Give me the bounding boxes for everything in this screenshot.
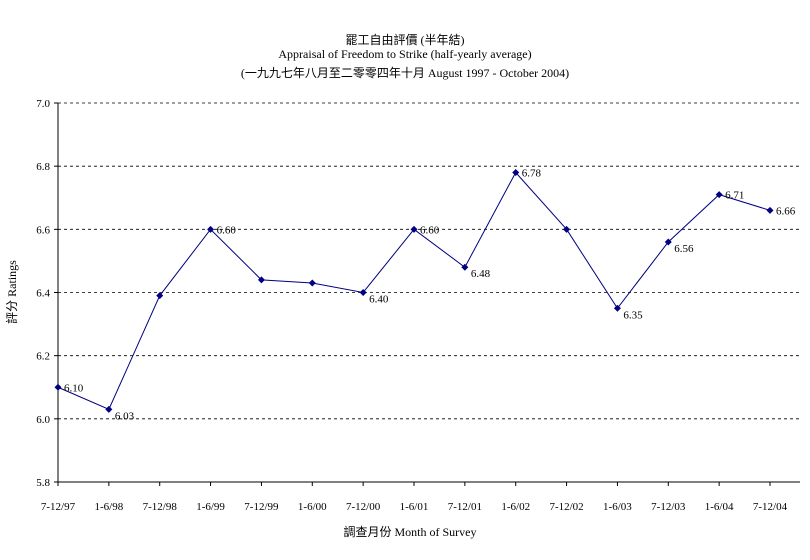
x-tick-label: 7-12/00 [346,501,381,513]
y-tick-label: 5.8 [36,477,50,489]
data-point [54,383,62,391]
data-point [308,279,316,287]
x-tick-label: 1-6/02 [501,501,530,513]
data-label: 6.48 [471,268,491,280]
x-tick-label: 1-6/01 [400,501,429,513]
x-tick-label: 7-12/03 [651,501,686,513]
x-tick-label: 1-6/00 [298,501,327,513]
x-tick-label: 1-6/98 [94,501,123,513]
data-point [207,225,215,233]
x-tick-label: 1-6/99 [196,501,225,513]
x-tick-label: 7-12/01 [448,501,482,513]
chart-title: 罷工自由評價 (半年結) [345,33,465,47]
y-tick-label: 7.0 [36,98,50,110]
axes [54,102,800,486]
data-label: 6.60 [420,224,440,236]
data-label: 6.10 [64,382,84,394]
y-tick-label: 6.4 [36,288,50,300]
x-tick-label: 7-12/97 [41,501,76,513]
x-tick-label: 1-6/03 [603,501,632,513]
data-point [105,405,113,413]
data-point [461,263,469,271]
x-tick-label: 7-12/02 [549,501,583,513]
x-tick-labels: 7-12/97 1-6/98 7-12/98 1-6/99 7-12/99 1-6/00 7… [41,501,788,513]
gridlines [58,102,800,420]
x-tick-label: 1-6/04 [705,501,734,513]
data-label: 6.56 [674,243,694,255]
data-label: 6.60 [217,224,237,236]
data-label: 6.03 [115,410,135,422]
x-tick-label: 7-12/98 [143,501,178,513]
data-point [359,289,367,296]
data-label: 6.66 [776,205,796,217]
x-axis-title: 調查月份 Month of Survey [344,525,477,539]
y-tick-label: 6.6 [36,224,50,236]
data-markers [54,168,774,413]
y-tick-labels: 7.0 6.8 6.6 6.4 6.2 6.0 5.8 [36,98,50,489]
y-tick-label: 6.2 [36,351,50,363]
data-point [257,276,265,284]
data-labels: 6.10 6.03 6.60 6.40 6.60 6.48 6.78 6.35 6.56 6.71… [64,167,796,422]
data-point [156,292,164,300]
data-label: 6.71 [725,190,744,202]
data-label: 6.35 [623,309,643,321]
chart-subtitle-range: (一九九七年八月至二零零四年十月 August 1997 - October 2… [240,66,570,80]
data-label: 6.78 [522,167,542,179]
y-axis-title: 評分 Ratings [4,260,19,324]
data-point [563,225,571,233]
y-tick-label: 6.8 [36,161,50,173]
y-tick-label: 6.0 [36,414,50,426]
x-tick-label: 7-12/99 [244,501,279,513]
data-point [715,191,723,199]
data-label: 6.40 [369,294,389,306]
data-point [664,238,672,246]
data-point [613,304,621,312]
series-line [57,171,771,411]
data-point [410,225,418,233]
chart-subtitle: Appraisal of Freedom to Strike (half-yea… [278,47,532,61]
data-point [512,168,520,176]
x-tick-label: 7-12/04 [753,501,788,513]
data-point [766,206,774,214]
